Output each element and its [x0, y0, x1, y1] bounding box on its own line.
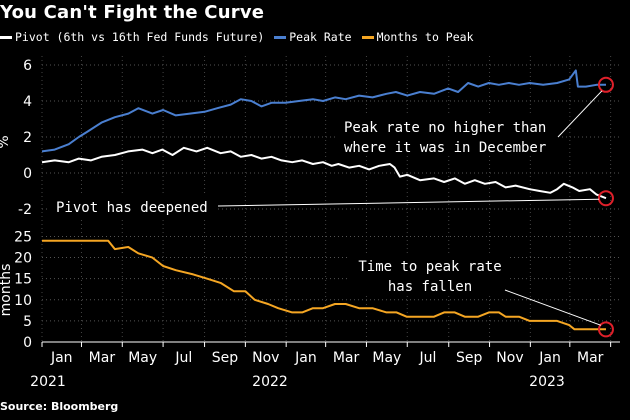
y-tick-label-bottom: 5: [23, 314, 32, 330]
series-line-months-to-peak: [42, 239, 606, 331]
annotation-bg: [350, 254, 510, 296]
source-note: Source: Bloomberg: [0, 400, 119, 413]
x-tick-label: Sep: [212, 350, 239, 366]
series-line-pivot: [41, 146, 607, 200]
highlight-circle-months-to-peak: [597, 321, 614, 338]
x-tick-label: Mar: [89, 350, 116, 366]
y-tick-label-bottom: 10: [14, 293, 32, 309]
legend-item-peak-rate: Peak Rate: [274, 30, 352, 44]
legend-item-pivot: Pivot (6th vs 16th Fed Funds Future): [0, 30, 264, 44]
series-line-peak-rate: [41, 69, 606, 153]
y-tick-label-top: 4: [23, 94, 32, 110]
y-tick-label-top: -2: [18, 202, 32, 218]
y-tick-label-top: 0: [23, 166, 32, 182]
y-axis-label-bottom: months: [0, 264, 14, 317]
x-tick-label: Sep: [456, 350, 483, 366]
y-tick-label-top: 2: [23, 130, 32, 146]
y-tick-label-bottom: 25: [14, 229, 32, 245]
annotation-peak-rate: where it was in December: [344, 140, 546, 156]
annotation-peak-rate: Peak rate no higher than: [344, 120, 546, 136]
annotation-leader-months-to-peak: [504, 289, 602, 326]
chart-title: You Can't Fight the Curve: [0, 2, 265, 23]
y-tick-label-bottom: 0: [23, 335, 32, 351]
x-year-label: 2022: [252, 374, 288, 390]
legend-swatch-peak-rate: [274, 35, 287, 39]
x-tick-label: Jan: [294, 350, 317, 366]
annotation-months-to-peak: Time to peak rate: [358, 259, 501, 275]
x-tick-label: May: [128, 350, 157, 366]
legend-label-months-to-peak: Months to Peak: [376, 30, 474, 44]
annotation-pivot: Pivot has deepened: [56, 200, 208, 216]
x-year-label: 2023: [529, 374, 565, 390]
highlight-circle-pivot: [597, 190, 614, 207]
legend-label-pivot: Pivot (6th vs 16th Fed Funds Future): [15, 30, 265, 44]
annotation-bg: [48, 195, 218, 217]
x-tick-label: Mar: [333, 350, 360, 366]
x-tick-label: Nov: [496, 350, 523, 366]
legend-swatch-months-to-peak: [361, 35, 374, 39]
annotation-leader-peak-rate: [557, 90, 603, 138]
y-tick-label-top: 6: [23, 58, 32, 74]
y-axis-label-top: %: [0, 135, 12, 148]
legend: Pivot (6th vs 16th Fed Funds Future) Pea…: [0, 30, 484, 44]
y-tick-label-bottom: 20: [14, 251, 32, 267]
annotation-bg: [336, 114, 562, 154]
annotation-months-to-peak: has fallen: [388, 279, 472, 295]
x-tick-label: Jan: [50, 350, 73, 366]
x-tick-label: Jul: [419, 350, 437, 366]
legend-label-peak-rate: Peak Rate: [289, 30, 352, 44]
x-tick-label: Nov: [252, 350, 279, 366]
x-tick-label: Jul: [174, 350, 192, 366]
legend-item-months-to-peak: Months to Peak: [361, 30, 474, 44]
legend-swatch-pivot: [0, 35, 12, 39]
x-tick-label: Jan: [538, 350, 561, 366]
x-year-label: 2021: [30, 374, 66, 390]
x-tick-label: May: [372, 350, 401, 366]
x-tick-label: Mar: [577, 350, 604, 366]
highlight-circle-peak-rate: [597, 76, 614, 93]
annotation-leader-pivot: [217, 198, 599, 207]
y-tick-label-bottom: 15: [14, 272, 32, 288]
